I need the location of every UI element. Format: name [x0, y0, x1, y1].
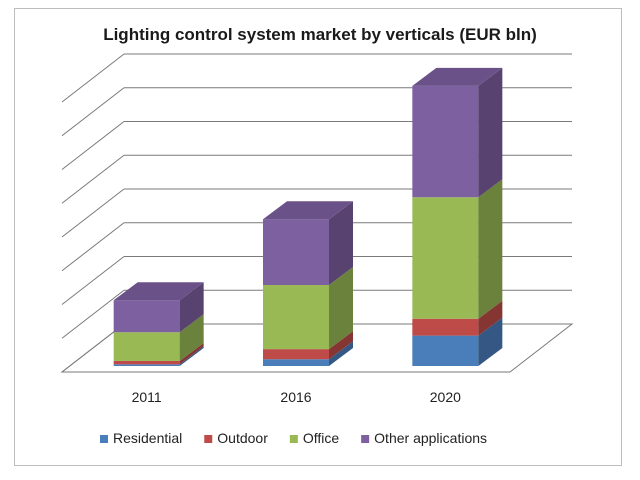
x-tick-label: 2011 [132, 389, 162, 405]
legend-swatch [100, 435, 108, 443]
floor [60, 323, 574, 373]
x-tick-label: 2020 [430, 389, 461, 405]
bar-segment [263, 349, 329, 360]
bar-segment [412, 85, 479, 198]
chart-title: Lighting control system market by vertic… [103, 25, 537, 44]
bar-segment [113, 332, 180, 361]
gridline-side [61, 121, 125, 170]
gridline-side [61, 222, 125, 272]
bar-segment [113, 360, 180, 365]
legend-label: Office [303, 430, 340, 446]
bar-segment-side [478, 300, 503, 336]
bar-top [412, 67, 503, 86]
bar-segment-side [179, 346, 204, 366]
gridline-side [61, 289, 125, 339]
bar-segment-side [179, 314, 204, 361]
bar-segment-side [329, 201, 353, 285]
bar-segment-side [478, 179, 503, 319]
bar-segment-side [329, 331, 353, 360]
gridline-side [61, 53, 125, 103]
bar-segment-side [478, 317, 503, 366]
gridline-side [61, 188, 125, 238]
x-tick-label: 2016 [280, 389, 311, 405]
bar-segment [412, 318, 479, 336]
bar-segment [263, 285, 329, 350]
bar-segment [263, 219, 329, 285]
bar-segment [113, 364, 180, 366]
legend-swatch [289, 435, 298, 443]
gridline-side [61, 154, 125, 204]
bar-segment-side [329, 267, 353, 350]
bar-segment [113, 300, 180, 333]
bar-segment-side [179, 282, 204, 333]
bar-segment-side [478, 67, 503, 198]
gridline-side [61, 256, 125, 305]
bar-segment [412, 197, 479, 319]
legend-swatch [361, 435, 370, 443]
legend-label: Residential [113, 430, 182, 446]
bar-segment [412, 335, 479, 366]
legend-label: Outdoor [217, 430, 268, 446]
gridline-side [61, 87, 125, 137]
legend-label: Other applications [374, 430, 487, 446]
bar-top [263, 201, 353, 220]
bar-segment [263, 359, 329, 366]
legend-swatch [204, 435, 213, 443]
bar-top [113, 282, 204, 301]
bar-segment-side [329, 341, 353, 366]
bar-segment-side [179, 342, 204, 365]
